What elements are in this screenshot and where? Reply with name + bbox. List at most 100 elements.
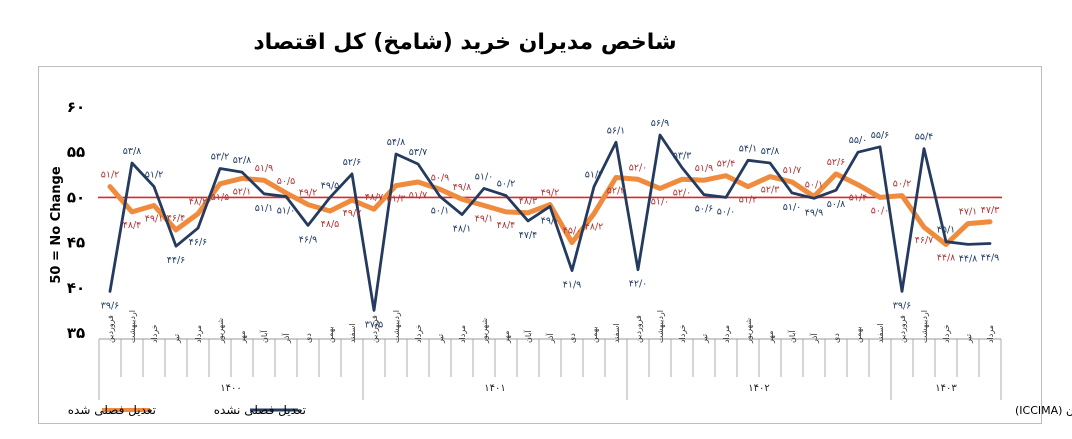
data-label-nsa: ۴۹/۵ — [321, 180, 340, 191]
x-tick-label: دی — [304, 333, 313, 343]
data-label-sa: ۵۰/۱ — [805, 179, 824, 190]
data-label-sa: ۴۸/۴ — [497, 220, 516, 231]
data-label-sa: ۴۸/۷ — [365, 192, 384, 203]
data-label-sa: ۴۹/۸ — [453, 182, 472, 193]
x-tick-label: اردیبهشت — [392, 310, 401, 343]
x-tick-label: تیر — [964, 334, 973, 344]
data-label-sa: ۵۲/۰ — [673, 187, 692, 198]
x-tick-label: مرداد — [458, 325, 467, 343]
data-label-nsa: ۵۳/۲ — [211, 151, 230, 162]
data-label-nsa: ۵۵/۴ — [915, 132, 934, 143]
data-label-sa: ۴۸/۴ — [123, 220, 142, 231]
data-label-nsa: ۵۰/۸ — [827, 199, 846, 210]
data-label-sa: ۵۰/۹ — [431, 172, 450, 183]
data-label-sa: ۵۱/۲ — [101, 170, 120, 181]
data-label-sa: ۵۲/۳ — [761, 185, 780, 196]
legend-sa-label: تعدیل فصلی شده — [68, 403, 156, 417]
data-label-nsa: ۵۰/۱ — [431, 205, 450, 216]
data-label-nsa: ۵۰/۰ — [717, 206, 736, 217]
data-label-nsa: ۴۲/۰ — [629, 279, 648, 290]
y-tick-label: ۶۰ — [67, 98, 85, 116]
x-tick-label: اردیبهشت — [920, 310, 929, 343]
data-label-sa: ۴۸/۲ — [189, 197, 208, 208]
data-label-nsa: ۵۰/۶ — [695, 204, 714, 215]
data-label-sa: ۴۹/۷ — [343, 208, 362, 219]
data-label-sa: ۴۶/۴ — [167, 213, 186, 224]
x-tick-label: شهریور — [744, 318, 753, 344]
y-tick-label: ۳۵ — [67, 324, 85, 342]
x-tick-label: فروردین — [634, 315, 643, 343]
data-label-sa: ۵۲/۲ — [607, 186, 626, 197]
data-label-nsa: ۵۳/۳ — [673, 151, 692, 162]
year-label: ۱۴۰۳ — [935, 383, 957, 394]
data-label-sa: ۵۲/۴ — [717, 159, 736, 170]
data-label-nsa: ۴۵/۱ — [937, 225, 956, 236]
x-tick-label: آذر — [545, 333, 555, 344]
x-tick-label: خرداد — [942, 324, 951, 343]
legend-nsa-label: تعدیل فصلی نشده — [214, 403, 306, 417]
data-label-nsa: ۴۶/۶ — [189, 237, 208, 248]
data-label-sa: ۴۷/۱ — [959, 207, 978, 218]
year-label: ۱۴۰۲ — [748, 383, 769, 394]
x-tick-label: فروردین — [898, 315, 907, 343]
data-label-sa: ۴۴/۸ — [937, 252, 956, 263]
data-label-sa: ۵۱/۷ — [409, 190, 428, 201]
data-label-nsa: ۵۵/۶ — [871, 130, 890, 141]
data-label-sa: ۴۵/۰ — [563, 226, 582, 237]
x-tick-label: مرداد — [194, 325, 203, 343]
y-tick-label: ۴۰ — [67, 279, 85, 297]
data-label-sa: ۴۸/۲ — [585, 222, 604, 233]
data-label-sa: ۵۱/۴ — [849, 193, 868, 204]
data-label-nsa: ۴۷/۴ — [519, 230, 538, 241]
x-tick-label: تیر — [172, 334, 181, 344]
data-label-sa: ۴۹/۲ — [299, 188, 318, 199]
data-label-sa: ۵۱/۷ — [783, 165, 802, 176]
x-tick-label: مهر — [766, 331, 775, 344]
y-axis-label: 50 = No Change — [49, 166, 64, 284]
data-label-nsa: ۵۱/۲ — [585, 170, 604, 181]
x-tick-label: بهمن — [326, 326, 335, 343]
data-label-sa: ۴۶/۷ — [915, 235, 934, 246]
data-label-nsa: ۳۷/۵ — [365, 319, 384, 330]
data-label-sa: ۴۸/۵ — [321, 219, 340, 230]
x-tick-label: دی — [568, 333, 577, 343]
data-label-nsa: ۴۴/۹ — [981, 253, 1000, 264]
data-label-sa: ۵۲/۶ — [827, 157, 846, 168]
data-label-nsa: ۴۸/۱ — [453, 224, 472, 235]
data-label-nsa: ۵۱/۰ — [277, 205, 296, 216]
data-label-sa: ۵۱/۹ — [255, 163, 274, 174]
data-label-nsa: ۵۰/۲ — [497, 179, 516, 190]
x-tick-label: اسفند — [612, 323, 621, 343]
x-tick-label: آبان — [259, 329, 269, 343]
series-line-nsa — [108, 133, 992, 312]
year-label: ۱۴۰۰ — [220, 383, 241, 394]
x-tick-label: فروردین — [370, 315, 379, 343]
x-tick-label: بهمن — [854, 326, 863, 343]
data-label-nsa: ۵۴/۱ — [739, 143, 758, 154]
x-tick-label: آذر — [281, 333, 291, 344]
data-label-nsa: ۵۶/۱ — [607, 125, 626, 136]
x-tick-label: اردیبهشت — [656, 310, 665, 343]
data-label-nsa: ۵۶/۹ — [651, 118, 670, 129]
data-label-sa: ۵۱/۰ — [651, 196, 670, 207]
data-label-nsa: ۵۳/۸ — [123, 146, 142, 157]
data-label-nsa: ۵۳/۷ — [409, 147, 428, 158]
year-label: ۱۴۰۱ — [484, 383, 505, 394]
x-tick-label: تیر — [436, 334, 445, 344]
x-tick-label: اردیبهشت — [128, 310, 137, 343]
data-label-nsa: ۴۹/۹ — [805, 207, 824, 218]
x-tick-label: شهریور — [216, 318, 225, 344]
data-label-sa: ۵۰/۵ — [277, 176, 296, 187]
y-tick-label: ۵۵ — [67, 143, 85, 161]
x-tick-label: آذر — [809, 333, 819, 344]
data-label-sa: ۵۰/۲ — [893, 179, 912, 190]
data-label-sa: ۴۹/۲ — [541, 188, 560, 199]
data-label-nsa: ۵۲/۸ — [233, 155, 252, 166]
x-tick-label: مهر — [238, 331, 247, 344]
x-tick-label: بهمن — [590, 326, 599, 343]
x-tick-label: آبان — [787, 329, 797, 343]
x-tick-label: اسفند — [348, 323, 357, 343]
data-label-nsa: ۵۱/۰ — [475, 171, 494, 182]
data-label-nsa: ۴۶/۹ — [299, 234, 318, 245]
data-label-sa: ۵۱/۳ — [387, 194, 406, 205]
